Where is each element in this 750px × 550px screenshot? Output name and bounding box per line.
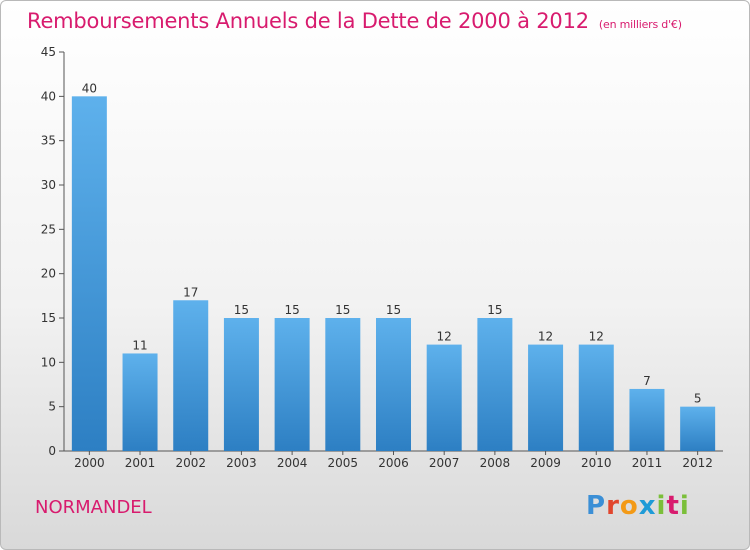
chart-unit: (en milliers d'€) [598,18,682,31]
bar-value-label: 17 [183,285,198,299]
bar [680,406,716,451]
chart-axes: 0 5 10 15 20 25 30 35 40 45 [41,45,723,458]
bar-value-label: 12 [437,330,452,344]
y-tick-label: 30 [41,178,56,192]
y-tick-label: 40 [41,89,56,103]
bar-value-label: 7 [643,374,651,388]
bar-value-label: 40 [82,81,97,95]
bar [325,318,361,451]
bar-value-label: 15 [487,303,502,317]
y-tick-label: 15 [41,311,56,325]
proxiti-logo: Proxiti [586,491,690,521]
y-tick-label: 5 [48,400,56,414]
x-tick-label: 2010 [581,456,612,470]
bar [477,318,513,451]
bar [223,318,259,451]
chart-bars [71,96,716,451]
bar [528,344,564,451]
y-tick-label: 25 [41,222,56,236]
x-tick-label: 2000 [74,456,105,470]
bar [173,300,209,451]
chart-title-text: Remboursements Annuels de la Dette de 20… [27,9,589,33]
x-tick-label: 2002 [175,456,206,470]
bar [71,96,107,451]
bar-value-label: 11 [132,338,147,352]
bar-value-label: 15 [234,303,249,317]
y-tick-label: 35 [41,134,56,148]
x-tick-label: 2001 [125,456,156,470]
x-tick-label: 2006 [378,456,409,470]
bar [122,353,158,451]
x-tick-label: 2011 [632,456,663,470]
y-tick-label: 20 [41,267,56,281]
bar-value-label: 15 [284,303,299,317]
bar [578,344,614,451]
bar [629,388,665,451]
city-name: NORMANDEL [35,497,152,518]
bar [274,318,310,451]
y-tick-label: 45 [41,45,56,59]
y-tick-label: 0 [48,444,56,458]
chart-title: Remboursements Annuels de la Dette de 20… [27,9,682,33]
y-tick-label: 10 [41,355,56,369]
bar-value-label: 12 [589,330,604,344]
x-tick-label: 2004 [277,456,308,470]
x-tick-label: 2009 [530,456,561,470]
chart-labels: 40 2000 11 2001 17 2002 15 2003 15 2004 15 2005 15 20… [74,81,713,470]
x-tick-label: 2007 [429,456,460,470]
x-tick-label: 2012 [682,456,713,470]
bar-value-label: 5 [694,392,702,406]
bar-value-label: 15 [335,303,350,317]
bar [376,318,411,451]
bar [426,344,462,451]
x-tick-label: 2003 [226,456,257,470]
x-tick-label: 2008 [480,456,511,470]
bar-value-label: 12 [538,330,553,344]
bar-value-label: 15 [386,303,401,317]
x-tick-label: 2005 [328,456,359,470]
